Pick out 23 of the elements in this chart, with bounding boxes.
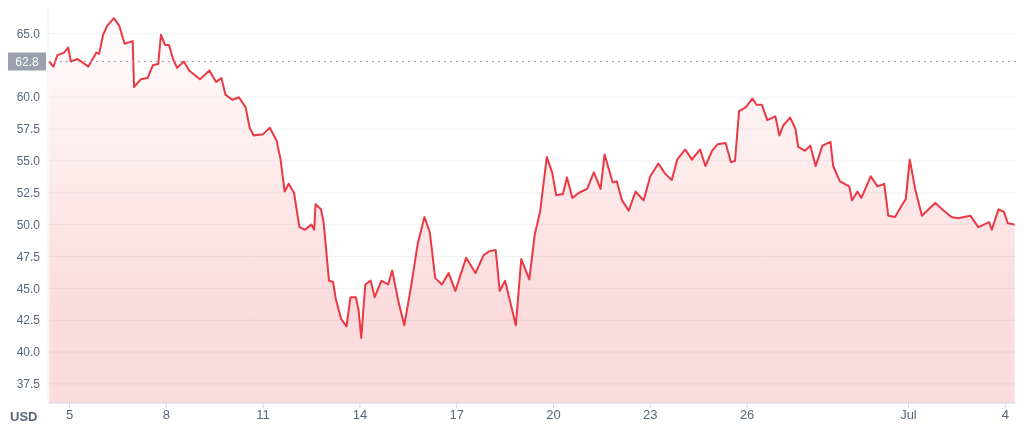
x-tick-label: 11: [256, 407, 270, 423]
y-tick-label: 47.5: [16, 249, 41, 264]
y-tick-label: 45.0: [16, 281, 41, 296]
y-tick-label: 50.0: [16, 217, 41, 232]
x-tick-label: 20: [546, 407, 561, 423]
y-tick-label: 65.0: [16, 26, 41, 41]
y-tick-label: 40.0: [16, 345, 41, 360]
y-axis-title: USD: [10, 409, 38, 424]
x-tick-label: 4: [1001, 407, 1009, 423]
y-tick-label: 42.5: [16, 313, 41, 328]
x-tick-label: 5: [65, 407, 74, 423]
y-tick-label: 60.0: [16, 90, 41, 105]
x-tick-label: 26: [739, 407, 755, 423]
x-tick-label: 8: [162, 407, 170, 423]
x-tick-label: 23: [643, 407, 658, 423]
x-tick-label: 17: [449, 407, 464, 423]
x-tick-label: Jul: [900, 407, 917, 423]
x-tick-label: 14: [352, 407, 368, 423]
y-tick-label: 57.5: [16, 122, 41, 137]
y-tick-label: 55.0: [16, 154, 41, 169]
y-tick-label: 52.5: [16, 186, 41, 201]
ref-line-label: 62.8: [15, 54, 39, 69]
y-tick-label: 37.5: [16, 377, 41, 392]
